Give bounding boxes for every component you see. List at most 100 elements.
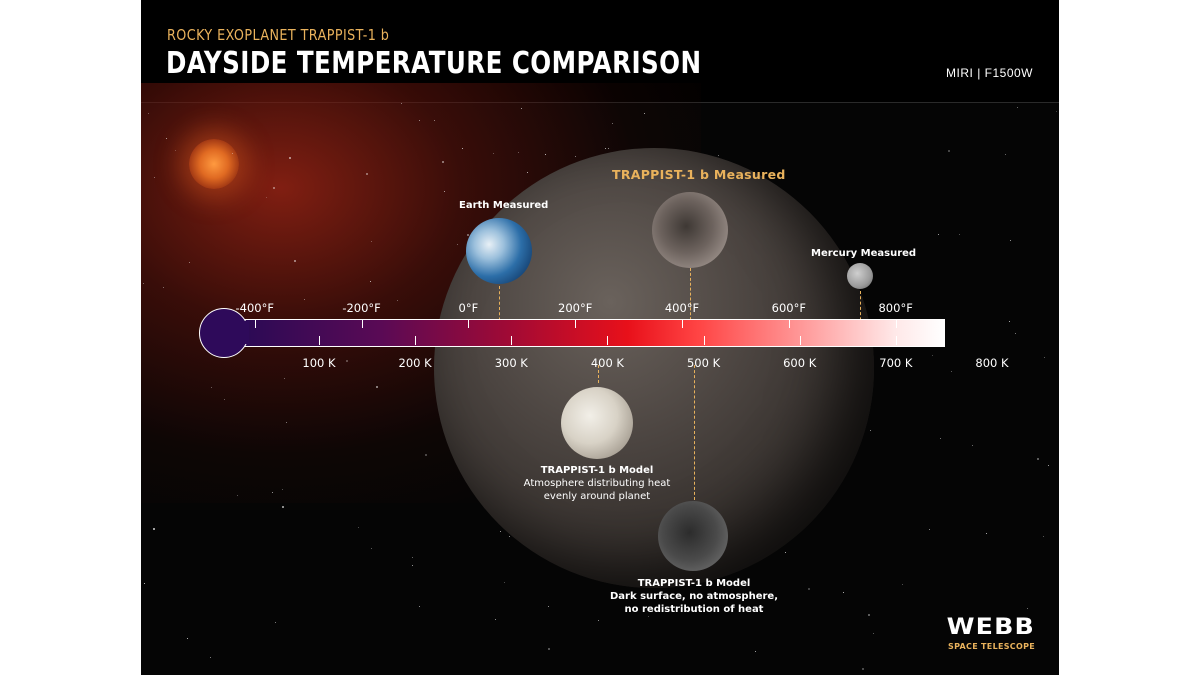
star-dot: [166, 137, 168, 139]
thermometer-tube: [241, 319, 945, 347]
star-dot: [232, 153, 234, 155]
kelvin-label: 700 K: [879, 356, 913, 370]
fahrenheit-label: -200°F: [342, 301, 381, 315]
star-dot: [369, 280, 371, 282]
star-dot: [508, 535, 510, 537]
star-dot: [1026, 607, 1028, 609]
fahrenheit-label: 0°F: [458, 301, 479, 315]
star-dot: [154, 177, 156, 179]
model-dark-label: TRAPPIST-1 b Model Dark surface, no atmo…: [609, 578, 779, 615]
star-dot: [304, 299, 306, 301]
fahrenheit-label: -400°F: [235, 301, 274, 315]
model-atm-marker-line: [598, 365, 599, 383]
star-dot: [597, 619, 599, 621]
trappist-measured-marker-line: [690, 268, 691, 330]
mercury-label: Mercury Measured: [811, 248, 917, 259]
star-dot: [889, 365, 891, 367]
logo-main: WEBB: [946, 615, 1035, 640]
star-dot: [547, 647, 550, 650]
star-dot: [575, 155, 577, 157]
fahrenheit-label: 400°F: [664, 301, 700, 315]
mercury-marker-line: [860, 291, 861, 331]
kelvin-label: 500 K: [686, 356, 721, 370]
star-dot: [545, 153, 547, 155]
star-dot: [1009, 320, 1011, 322]
star-dot: [937, 234, 939, 235]
thermometer-joint: [209, 320, 249, 344]
star-dot: [647, 616, 649, 618]
star-dot: [400, 103, 402, 104]
star-dot: [461, 148, 463, 150]
star-dot: [1014, 333, 1016, 335]
star-dot: [365, 172, 368, 175]
star-dot: [443, 190, 445, 192]
star-dot: [985, 532, 987, 534]
star-dot: [152, 528, 155, 531]
fahrenheit-tick: [254, 319, 256, 328]
fahrenheit-tick: [895, 319, 897, 328]
star-dot: [492, 152, 494, 154]
trappist-measured-label: TRAPPIST-1 b Measured: [612, 167, 786, 182]
star-dot: [499, 530, 501, 532]
star-dot: [972, 444, 974, 446]
star-dot: [718, 155, 720, 157]
star-dot: [504, 582, 506, 584]
subtitle: ROCKY EXOPLANET TRAPPIST-1 b: [167, 26, 390, 44]
star-dot: [929, 529, 931, 530]
model-atmosphere-label: TRAPPIST-1 b Model Atmosphere distributi…: [523, 465, 671, 502]
star-dot: [1004, 153, 1006, 155]
star-dot: [547, 605, 549, 607]
star-dot: [870, 429, 872, 431]
star-dot: [188, 262, 190, 264]
star-dot: [456, 244, 458, 246]
kelvin-tick: [895, 336, 897, 345]
star-dot: [755, 650, 757, 652]
star-dot: [396, 299, 398, 301]
star-dot: [288, 157, 291, 159]
star-dot: [950, 371, 952, 373]
star-dot: [175, 149, 177, 151]
star-dot: [285, 422, 287, 424]
model-dark-marker-line: [694, 365, 695, 500]
star-dot: [163, 287, 165, 289]
kelvin-tick: [319, 336, 320, 345]
star-dot: [494, 619, 496, 621]
star-dot: [1042, 536, 1044, 538]
star-dot: [211, 387, 213, 389]
star-dot: [371, 548, 373, 550]
star-dot: [901, 583, 903, 585]
fahrenheit-label: 800°F: [878, 301, 913, 315]
star-dot: [434, 119, 436, 121]
earth-marker-line: [499, 286, 500, 331]
star-dot: [357, 526, 359, 528]
kelvin-label: 100 K: [302, 356, 336, 370]
fahrenheit-label: 200°F: [558, 301, 593, 315]
trappist-model-atmosphere-icon: [561, 387, 633, 459]
fahrenheit-tick: [361, 319, 363, 328]
star-dot: [808, 588, 811, 591]
webb-logo: WEBB SPACE TELESCOPE: [947, 617, 1035, 652]
earth-label: Earth Measured: [459, 200, 549, 211]
star-dot: [518, 152, 520, 154]
star-dot: [282, 488, 284, 490]
fahrenheit-tick: [575, 319, 577, 328]
star-dot: [148, 113, 150, 115]
fahrenheit-tick: [468, 319, 470, 328]
kelvin-tick: [415, 336, 417, 345]
star-dot: [466, 234, 469, 237]
star-dot: [644, 112, 646, 114]
star-dot: [186, 638, 188, 640]
kelvin-label: 400 K: [590, 356, 624, 370]
star-dot: [419, 606, 421, 608]
star-dot: [843, 592, 845, 594]
star-dot: [282, 506, 285, 509]
kelvin-tick: [703, 336, 705, 345]
star-dot: [1010, 239, 1012, 241]
star-dot: [143, 582, 145, 584]
kelvin-label: 600 K: [783, 356, 817, 370]
star-dot: [376, 386, 379, 389]
star-dot: [909, 359, 910, 361]
instrument-label: MIRI | F1500W: [946, 66, 1033, 80]
star-dot: [1043, 357, 1045, 359]
infographic: ROCKY EXOPLANET TRAPPIST-1 b DAYSIDE TEM…: [141, 0, 1059, 675]
